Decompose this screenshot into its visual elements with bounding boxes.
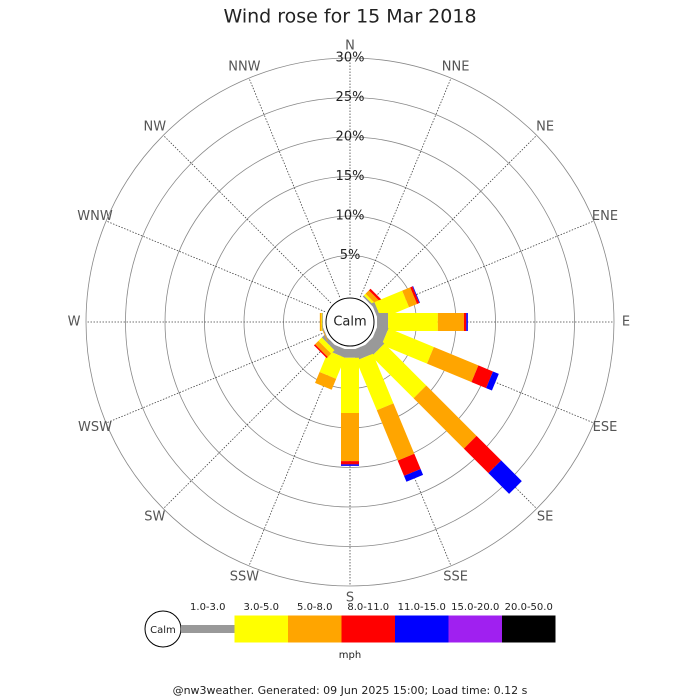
direction-label: SW [144,510,165,525]
legend-swatch [181,625,235,633]
wind-segment [376,403,415,461]
wind-segment [471,365,493,389]
spoke [368,135,537,304]
direction-label: E [622,315,630,330]
wind-segment [463,435,502,474]
r-tick-label: 5% [340,248,361,263]
grid-ring [85,57,615,587]
legend-swatch [395,615,449,643]
wind-segment [397,453,421,476]
direction-label: NE [536,119,554,134]
footer: @nw3weather. Generated: 09 Jun 2025 15:0… [173,684,528,697]
wind-segment [356,353,394,411]
wind-segment [374,290,410,319]
legend-swatch [288,615,342,643]
spoke [163,135,332,304]
legend-swatch [341,615,395,643]
direction-label: W [68,315,81,330]
direction-label: SSE [443,569,468,584]
wind-segment [410,286,420,304]
spoke [163,340,332,509]
wind-segment [381,328,434,364]
wind-segment [388,313,438,331]
wind-segment [315,340,332,357]
wind-segment [466,313,468,331]
wind-segment [368,288,384,304]
direction-label: WSW [78,420,112,435]
legend-label: 1.0-3.0 [190,602,225,613]
legend-label: 3.0-5.0 [244,602,279,613]
wind-segment [404,469,424,482]
r-tick-label: 20% [336,130,365,145]
wind-segment [412,286,420,304]
calm-circle [325,297,375,347]
r-tick-label: 30% [336,51,365,66]
wind-segment [486,371,499,391]
direction-label: N [345,39,355,54]
wind-segment [313,344,328,359]
chart-title: Wind rose for 15 Mar 2018 [223,6,476,28]
wind-segment [321,334,338,351]
r-tick-label: 25% [336,90,365,105]
direction-label: NNW [228,60,260,75]
wind-segment [341,357,359,413]
legend-label: 8.0-11.0 [347,602,389,613]
wind-segment [371,343,427,399]
wind-segment [463,313,467,331]
direction-label: NW [144,119,167,134]
grid-ring [164,136,536,508]
direction-label: ESE [593,420,618,435]
legend-unit: mph [339,650,361,661]
spoke [105,331,326,424]
r-tick-label: 15% [336,169,365,184]
direction-label: NNE [442,60,470,75]
direction-label: SE [537,510,553,525]
wind-segment [321,313,323,331]
legend-swatch [502,615,556,643]
wind-segment [426,346,479,383]
wind-segment [341,461,359,465]
wind-segment [341,412,359,462]
direction-label: WNW [77,209,113,224]
direction-label: S [346,591,354,606]
wind-segment [341,464,359,466]
wind-segment [322,313,323,331]
legend-label: 20.0-50.0 [505,602,553,613]
wind-segment [402,287,418,308]
spoke [359,77,452,298]
legend-label: 15.0-20.0 [451,602,499,613]
wind-segment [319,313,322,331]
calm-label: Calm [333,315,366,330]
wind-segment [318,337,335,354]
spoke [248,77,341,298]
legend-label: 5.0-8.0 [297,602,332,613]
wind-segment [319,350,345,379]
legend-swatch [448,615,502,643]
wind-segment [413,385,477,449]
wind-segment [315,371,337,390]
direction-label: ENE [592,209,618,224]
legend-calm-label: Calm [150,625,176,636]
legend-label: 11.0-15.0 [398,602,446,613]
spoke [105,220,326,313]
grid-ring [125,97,575,547]
legend-swatch [234,615,288,643]
r-tick-label: 10% [336,209,365,224]
wind-segment [488,460,522,494]
wind-segment [437,313,464,331]
direction-label: SSW [230,569,260,584]
